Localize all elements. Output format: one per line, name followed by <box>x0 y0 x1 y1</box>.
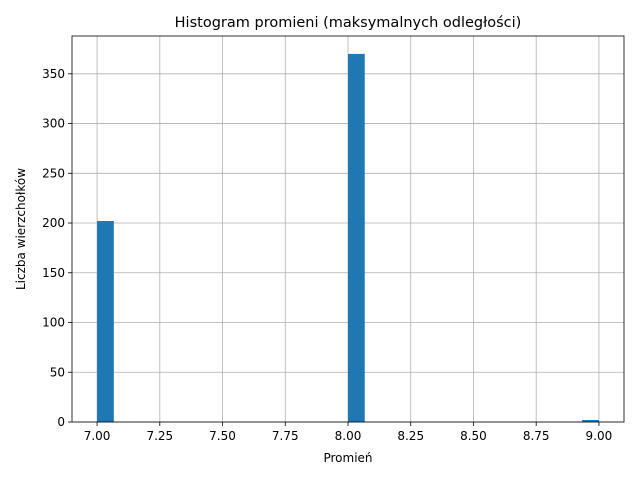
x-tick-label: 7.75 <box>272 429 299 443</box>
y-axis-label: Liczba wierzchołków <box>14 168 28 290</box>
y-tick-label: 0 <box>57 415 65 429</box>
x-tick-label: 7.00 <box>84 429 111 443</box>
x-tick-label: 8.75 <box>523 429 550 443</box>
histogram-bar <box>97 221 114 422</box>
histogram-bar <box>348 53 365 422</box>
y-tick-label: 350 <box>42 67 65 81</box>
ticks: 7.00 7.25 7.50 7.75 8.00 8.25 8.50 8.75 9.00 0 50 1… <box>42 67 612 443</box>
y-tick-label: 100 <box>42 316 65 330</box>
x-tick-label: 7.25 <box>146 429 173 443</box>
y-tick-label: 200 <box>42 216 65 230</box>
x-tick-label: 7.50 <box>209 429 236 443</box>
histogram-bar <box>582 420 599 422</box>
x-axis-label: Promień <box>323 451 372 465</box>
x-tick-label: 9.00 <box>586 429 613 443</box>
chart-title: Histogram promieni (maksymalnych odległo… <box>175 15 522 31</box>
x-tick-label: 8.00 <box>335 429 362 443</box>
y-tick-label: 50 <box>50 365 65 379</box>
x-tick-label: 8.25 <box>397 429 424 443</box>
y-tick-label: 250 <box>42 166 65 180</box>
y-tick-label: 150 <box>42 266 65 280</box>
y-tick-label: 300 <box>42 117 65 131</box>
bars <box>97 53 599 422</box>
x-tick-label: 8.50 <box>460 429 487 443</box>
